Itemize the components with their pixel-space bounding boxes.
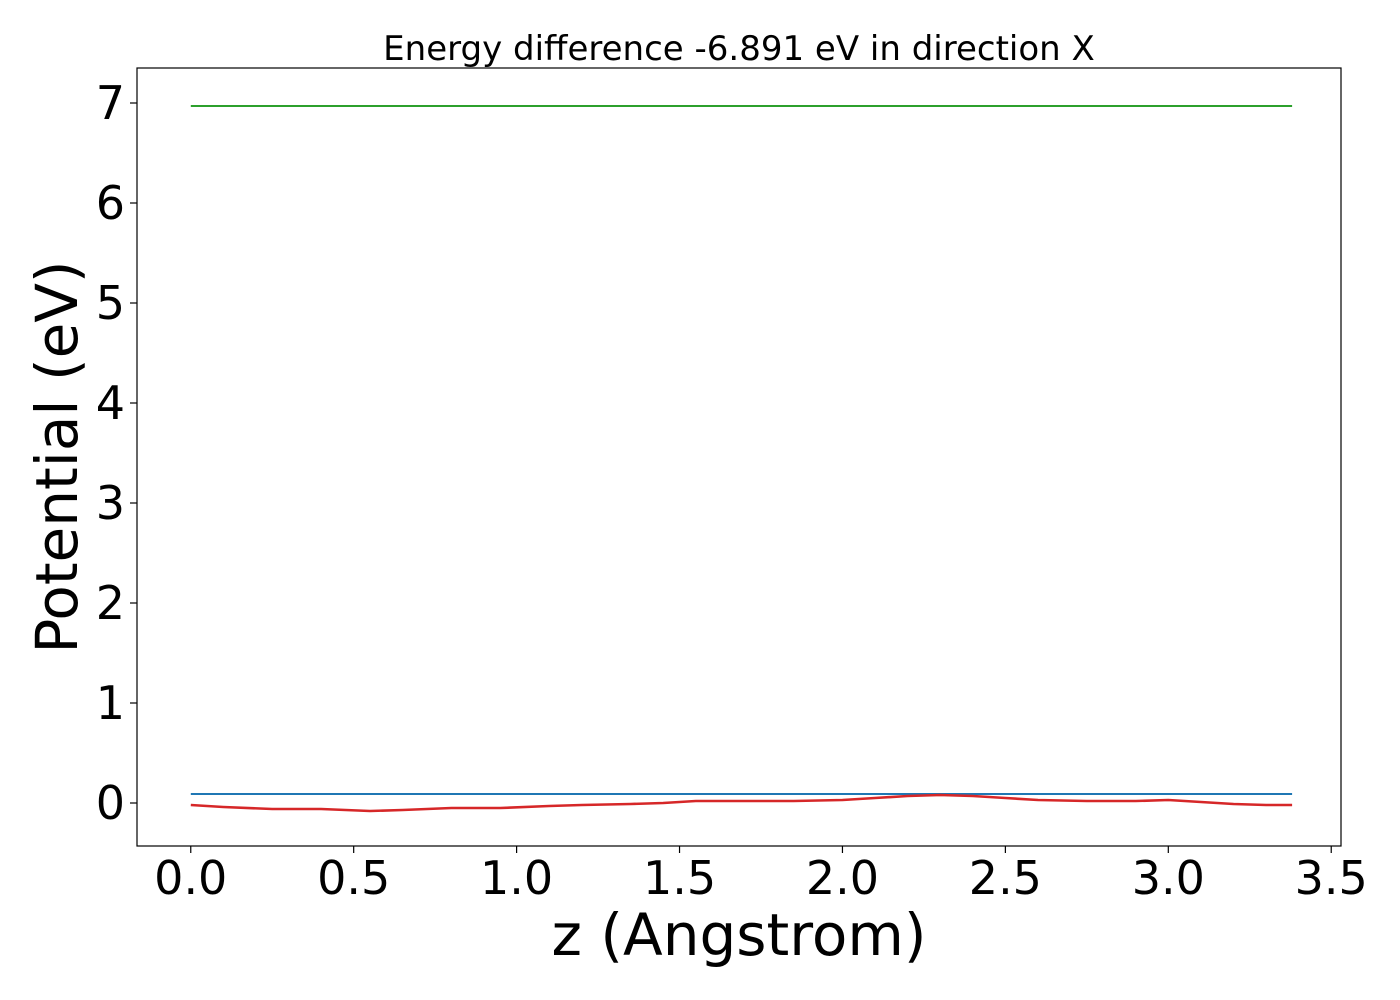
ticks-layer: 0.0 0.5 1.0 1.5 2.0 2.5 3.0 3.5 0 1 2 3 4 5 6 7: [96, 76, 1368, 905]
x-tick-label: 0.5: [317, 851, 390, 905]
x-tick-label: 2.5: [969, 851, 1042, 905]
x-axis-label: z (Angstrom): [552, 901, 927, 969]
y-tick-label: 0: [96, 776, 125, 830]
series-layer: [190, 105, 1293, 813]
chart-title: Energy difference -6.891 eV in direction…: [383, 29, 1095, 69]
x-tick-label: 3.0: [1132, 851, 1205, 905]
y-tick-label: 2: [96, 576, 125, 630]
y-tick-label: 7: [96, 76, 125, 130]
x-tick-label: 0.0: [154, 851, 227, 905]
x-tick-label: 3.5: [1295, 851, 1368, 905]
x-tick-label: 1.5: [643, 851, 716, 905]
y-tick-label: 4: [96, 376, 125, 430]
plot-frame: [136, 67, 1342, 847]
y-tick-label: 5: [96, 276, 125, 330]
series-line-3: [190, 793, 1293, 813]
x-tick-label: 1.0: [480, 851, 553, 905]
x-tick-label: 2.0: [806, 851, 879, 905]
y-axis-label: Potential (eV): [23, 260, 91, 653]
y-tick-label: 3: [96, 476, 125, 530]
y-tick-label: 6: [96, 176, 125, 230]
y-tick-label: 1: [96, 676, 125, 730]
